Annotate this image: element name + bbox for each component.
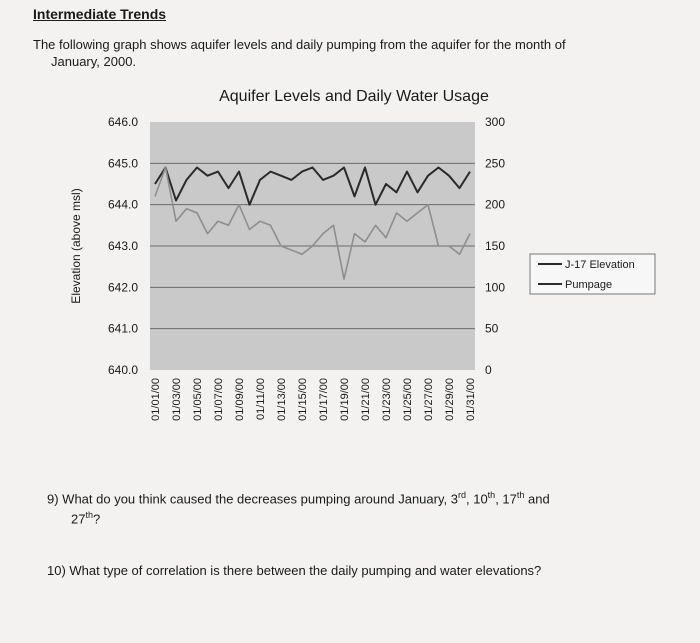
right-axis: 300 250 200 150 100 50 0 (485, 115, 505, 377)
q9-sup-3: th (516, 490, 525, 500)
x-tick-label: 01/13/00 (276, 378, 288, 421)
intro-line-2: January, 2000. (51, 54, 137, 69)
y-tick-label: 644.0 (108, 198, 138, 212)
y-tick-label: 643.0 (108, 239, 138, 253)
y2-tick-label: 100 (485, 280, 505, 294)
question-9-line-2: 27th? (47, 507, 677, 527)
y-tick-label: 642.0 (108, 280, 138, 294)
x-tick-label: 01/19/00 (339, 378, 351, 421)
q9-text-c: , 17 (495, 491, 517, 507)
x-axis: 01/01/00 01/03/00 01/05/00 01/07/00 01/09/00… (150, 378, 477, 421)
intro-line-1: The following graph shows aquifer levels… (33, 37, 566, 52)
q9-sup-1: rd (457, 490, 466, 500)
legend-box (529, 253, 656, 295)
y-tick-label: 640.0 (108, 363, 138, 377)
x-tick-label: 01/29/00 (444, 378, 456, 421)
y-tick-label: 641.0 (108, 322, 138, 336)
y2-tick-label: 150 (485, 239, 505, 253)
chart-title: Aquifer Levels and Daily Water Usage (219, 88, 489, 105)
series-lines (154, 166, 471, 280)
y2-tick-label: 300 (485, 115, 505, 129)
question-9-line-1: 9) What do you think caused the decrease… (47, 487, 677, 507)
legend: J-17 Elevation Pumpage (529, 253, 656, 295)
legend-label-pumpage: Pumpage (565, 279, 612, 291)
series-line-pumpage (154, 166, 471, 280)
legend-label-elevation: J-17 Elevation (565, 259, 635, 271)
y2-tick-label: 250 (485, 156, 505, 170)
x-tick-label: 01/31/00 (465, 378, 477, 421)
x-tick-label: 01/15/00 (297, 378, 309, 421)
y-axis-label: Elevation (above msl) (69, 188, 83, 303)
x-tick-label: 01/07/00 (213, 378, 225, 421)
worksheet-heading: Intermediate Trends (33, 6, 167, 22)
question-9: 9) What do you think caused the decrease… (47, 487, 677, 528)
x-tick-label: 01/23/00 (381, 378, 393, 421)
x-tick-label: 01/11/00 (255, 378, 267, 420)
question-10: 10) What type of correlation is there be… (47, 563, 542, 578)
q9-sup-2: th (487, 490, 496, 500)
x-tick-label: 01/01/00 (150, 378, 162, 421)
x-tick-label: 01/05/00 (192, 378, 204, 421)
y-tick-label: 646.0 (108, 115, 138, 129)
q9-text-f: ? (92, 511, 101, 527)
x-tick-label: 01/09/00 (234, 378, 246, 421)
y2-tick-label: 200 (485, 198, 505, 212)
series-line-elevation (154, 166, 471, 206)
y2-tick-label: 50 (485, 322, 499, 336)
left-axis: 646.0 645.0 644.0 643.0 642.0 641.0 640.0 (108, 115, 138, 377)
q9-sup-4: th (85, 510, 93, 521)
q9-text-b: , 10 (465, 491, 488, 507)
q9-text-e: 27 (71, 511, 86, 527)
x-tick-label: 01/25/00 (402, 378, 414, 421)
x-tick-label: 01/03/00 (171, 378, 183, 421)
y-tick-label: 645.0 (108, 156, 138, 170)
x-tick-label: 01/21/00 (360, 378, 372, 421)
y2-tick-label: 0 (485, 363, 492, 377)
q9-text-d: and (524, 491, 550, 507)
x-tick-label: 01/27/00 (423, 378, 435, 421)
intro-text: The following graph shows aquifer levels… (33, 36, 673, 70)
gridlines (150, 162, 475, 330)
q9-text-a: 9) What do you think caused the decrease… (47, 491, 458, 507)
x-tick-label: 01/17/00 (318, 378, 330, 421)
